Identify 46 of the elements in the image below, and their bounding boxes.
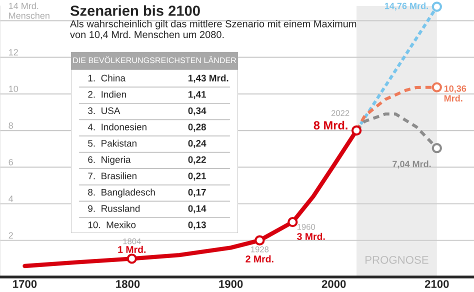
text: 1,43 Mrd.: [188, 74, 228, 83]
x-tick-label: 2100: [424, 280, 449, 288]
y-tick-label: 6: [8, 158, 13, 166]
annotation: 7,04 Mrd.: [392, 160, 431, 168]
category-label: 9. Russland: [88, 204, 140, 212]
annotation: 1928: [251, 246, 269, 252]
text: Als wahrscheinlich gilt das mittlere Szenario mit einem Maximum von 10,4 Mrd. Menschen um 2080.: [70, 20, 356, 40]
text: 0,22: [188, 156, 206, 164]
annotation: 1960: [297, 224, 316, 230]
text: DIE BEVÖLKERUNGSREICHSTEN LÄNDER: [73, 56, 236, 64]
annotation: 2 Mrd.: [246, 255, 274, 262]
chart-title: Szenarien bis 2100: [70, 5, 200, 16]
text: 0,21: [188, 172, 206, 181]
text: 0,14: [188, 205, 206, 214]
x-tick-label: 1800: [116, 280, 140, 288]
x-tick-label: 1900: [219, 280, 243, 288]
text: 0,24: [188, 140, 206, 148]
text: 1,41: [188, 91, 206, 100]
category-label: 5. Pakistan: [88, 140, 136, 147]
x-tick-label: 2000: [322, 280, 346, 288]
annotation: 8 Mrd.: [314, 120, 348, 130]
y-tick-label: 4: [8, 196, 14, 202]
annotation: 1 Mrd.: [118, 246, 146, 253]
category-label: 1. China: [88, 74, 126, 82]
category-label: 7. Brasilien: [88, 172, 136, 180]
category-label: 2. Indien: [88, 90, 126, 98]
category-label: 8. Bangladesch: [88, 188, 155, 198]
text: 0,13: [188, 222, 206, 230]
annotation: 2022: [331, 110, 350, 116]
annotation: 14,76 Mrd.: [384, 2, 428, 10]
text: 0,28: [188, 124, 206, 132]
text: 0,34: [188, 107, 206, 116]
y-tick-label: 12: [9, 49, 18, 56]
annotation: 3 Mrd.: [297, 232, 325, 240]
text: 0,17: [188, 188, 206, 197]
annotation: 10,36 Mrd.: [444, 85, 466, 102]
annotation: 1804: [123, 238, 141, 244]
y-tick-label: 10: [9, 86, 18, 92]
y-tick-label: 8: [8, 122, 13, 129]
category-label: 4. Indonesien: [88, 123, 146, 130]
category-label: 6. Nigeria: [88, 156, 131, 165]
x-tick-label: 1700: [13, 280, 37, 288]
y-tick-label: 14 Mrd. Menschen: [9, 2, 50, 19]
y-tick-label: 2: [8, 232, 13, 239]
category-label: 10. Mexiko: [88, 221, 136, 228]
category-label: 3. USA: [88, 107, 120, 114]
